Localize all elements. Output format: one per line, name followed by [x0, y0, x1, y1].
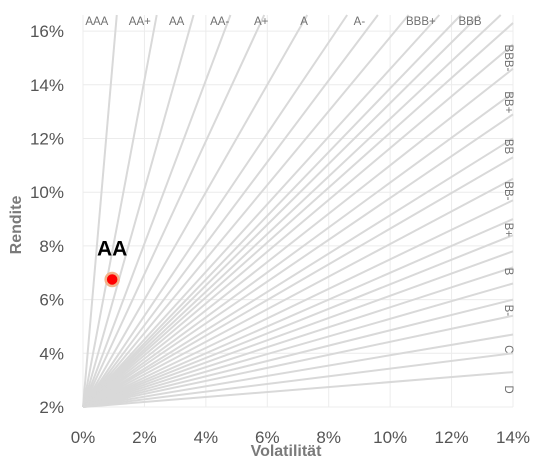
y-tick-label: 2% [39, 398, 64, 417]
tick-labels: 0% 2% 4% 6% 8% 10% 12% 14% 2% 4% 6% 8% 10% 12% 14% 16% [30, 22, 530, 447]
rating-label-right: BB [502, 139, 514, 155]
rating-line [82, 14, 232, 408]
rating-line [82, 14, 502, 408]
rating-label-right: B- [502, 305, 514, 317]
rating-label-top: BBB+ [406, 16, 436, 28]
rating-line [82, 14, 480, 408]
rating-line [82, 371, 514, 408]
y-tick-label: 4% [39, 344, 64, 363]
rating-line [82, 113, 514, 408]
rating-line [82, 333, 514, 408]
rating-line [82, 199, 514, 408]
x-tick-label: 14% [496, 428, 530, 447]
rating-line [82, 14, 379, 408]
rating-line [82, 14, 118, 408]
x-tick-label: 6% [255, 428, 280, 447]
rating-label-right: B [502, 268, 514, 276]
rating-line [82, 22, 514, 408]
rating-line [82, 14, 266, 408]
rating-label-right: BB+ [502, 91, 514, 113]
x-tick-label: 12% [435, 428, 469, 447]
y-tick-label: 8% [39, 237, 64, 256]
rating-line [82, 14, 462, 408]
rating-line [82, 14, 195, 408]
rating-line [82, 92, 514, 408]
rating-lines [82, 14, 514, 408]
rating-label-top: BBB [458, 16, 481, 28]
x-axis-title: Volatilität [251, 443, 322, 460]
data-points: AA [97, 237, 127, 288]
x-tick-label: 4% [194, 428, 219, 447]
rating-line [82, 14, 348, 408]
y-tick-label: 12% [30, 130, 64, 149]
x-tick-label: 0% [71, 428, 96, 447]
rating-labels: AAA AA+ AA AA- A+ A A- BBB+ BBBBBB-BB+BBBB-B+BB-… [85, 16, 514, 394]
rating-label-top: A [300, 16, 308, 28]
rating-label-right: D [502, 385, 514, 393]
rating-line [82, 177, 514, 408]
rating-line [82, 43, 514, 408]
rating-line [82, 352, 514, 408]
y-axis-title: Rendite [8, 196, 25, 255]
rating-line [82, 156, 514, 408]
rating-label-top: AAA [85, 16, 108, 28]
rating-label-right: BB- [502, 181, 514, 200]
rating-line [82, 67, 514, 408]
y-tick-label: 16% [30, 22, 64, 41]
rating-line [82, 282, 514, 408]
data-point-label: AA [97, 237, 127, 260]
rating-label-right: C [502, 345, 514, 353]
rating-label-top: AA- [210, 16, 229, 28]
rating-line [82, 14, 410, 408]
y-tick-label: 14% [30, 76, 64, 95]
rating-line [82, 298, 514, 408]
rating-label-right: B+ [502, 223, 514, 238]
rating-line [82, 266, 514, 408]
rating-line [82, 314, 514, 408]
rating-line [82, 218, 514, 408]
rating-line [82, 234, 514, 408]
data-point [104, 271, 120, 288]
rating-line [82, 14, 309, 408]
x-tick-label: 2% [132, 428, 157, 447]
rating-line [82, 137, 514, 408]
y-tick-label: 6% [39, 291, 64, 310]
y-tick-label: 10% [30, 183, 64, 202]
rating-label-top: AA [169, 16, 185, 28]
x-tick-label: 10% [373, 428, 407, 447]
rating-label-right: BBB- [502, 45, 514, 72]
rating-label-top: A+ [254, 16, 269, 28]
rating-label-top: AA+ [129, 16, 151, 28]
x-tick-label: 8% [316, 428, 341, 447]
rating-label-top: A- [354, 16, 366, 28]
rating-line [82, 14, 158, 408]
rating-line [82, 14, 441, 408]
rating-line [82, 250, 514, 408]
